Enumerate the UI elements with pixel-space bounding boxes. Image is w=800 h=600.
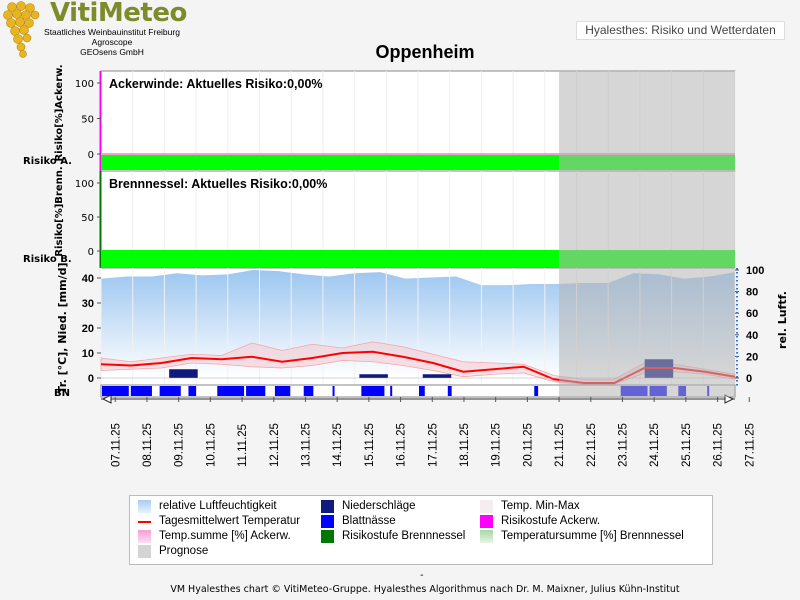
precipitation-bar [359,374,388,378]
y-tick-label: 0 [88,373,94,385]
risk-label-brennnessel: Risiko B. [23,254,72,265]
leaf-wetness-bar [188,386,197,396]
bn-label: BN [54,388,70,399]
leaf-wetness-bar [534,386,539,396]
legend: relative Luftfeuchtigkeit Niederschläge … [129,495,713,565]
y-axis-label-ackerwinde: Risiko[%]Ackerw. [54,64,65,161]
grapes-icon [3,1,40,58]
leaf-wetness-bar [130,386,152,396]
x-tick-label: 24.11.25 [649,423,661,467]
x-tick-label: 27.11.25 [744,423,756,467]
y-axis-label-right: rel. Luftf. [776,291,789,349]
leaf-wetness-bar [246,386,266,396]
x-tick-label: 11.11.25 [237,424,249,467]
x-tick-label: 12.11.25 [269,423,281,467]
y-tick-label-right: 20 [746,351,758,363]
prognose-overlay [559,71,735,397]
legend-label: Temperatursumme [%] Brennnessel [501,530,684,542]
y-tick-label: 50 [81,213,94,224]
x-tick-label: 19.11.25 [491,423,503,467]
y-tick-label: 30 [82,298,94,310]
footer-credit: VM Hyalesthes chart © VitiMeteo-Gruppe. … [170,584,680,595]
x-tick-label: 14.11.25 [332,423,344,467]
leaf-wetness-bar [419,386,425,396]
y-tick-label-right: 100 [746,265,764,277]
legend-label: Risikostufe Ackerw. [501,515,601,527]
legend-label: Niederschläge [342,500,416,512]
y-axis-label-left: Tr. [°C], Nied. [mm/d] [56,263,69,394]
x-tick-label: 16.11.25 [396,423,408,467]
humidity-swatch [138,500,151,513]
x-tick-label: 22.11.25 [586,423,598,467]
precipitation-bar [422,374,452,378]
leaf-wetness-bar [274,386,291,396]
scroll-left-icon [101,394,112,404]
x-tick-label: 08.11.25 [142,423,154,467]
risk-ackerwinde-swatch [480,515,493,528]
legend-label: Prognose [159,545,209,557]
x-tick-label: 07.11.25 [110,423,122,467]
logo-line-2: Agroscope [91,37,133,47]
y-tick-label: 40 [82,273,94,285]
leaf-wetness-bar [102,386,129,396]
precipitation-swatch [321,500,334,513]
leaf-wetness-bar [217,386,245,396]
x-tick-label: 10.11.25 [205,423,217,467]
legend-label: Tagesmittelwert Temperatur [159,515,301,527]
tempsum-brennnessel-swatch [480,530,493,543]
logo: VitiMeteo Staatliches Weinbauinstitut Fr… [2,0,187,60]
y-tick-label: 10 [82,348,94,360]
leaf-wetness-bar [159,386,181,396]
legend-label: Temp. Min-Max [501,500,580,512]
y-axis-label-brennnessel: Risiko[%]Brenn. [54,166,65,256]
x-tick-label: 09.11.25 [174,423,186,467]
risk-brennnessel-swatch [321,530,334,543]
y-tick-label: 50 [81,115,94,126]
y-tick-label: 20 [82,323,94,335]
leaf-wetness-swatch [321,515,334,528]
x-tick-label: 21.11.25 [554,423,566,467]
x-tick-label: 26.11.25 [713,423,725,467]
panel-title-brennnessel: Brennnessel: Aktuelles Risiko:0,00% [109,177,327,191]
x-tick-label: 13.11.25 [300,423,312,467]
legend-label: Temp.summe [%] Ackerw. [159,530,291,542]
y-tick-label: 0 [88,247,94,258]
y-tick-label-right: 60 [746,308,758,320]
x-tick-label: 23.11.25 [617,423,629,467]
legend-label: Risikostufe Brennnessel [342,530,466,542]
panel-title-ackerwinde: Ackerwinde: Aktuelles Risiko:0,00% [109,77,323,91]
tempsum-ackerwinde-swatch [138,530,151,543]
logo-line-1: Staatliches Weinbauinstitut Freiburg [44,27,180,37]
leaf-wetness-bar [332,386,335,396]
leaf-wetness-bar [361,386,385,396]
legend-label: Blattnässe [342,515,396,527]
y-tick-label-right: 80 [746,287,758,299]
x-tick-label: 15.11.25 [364,423,376,467]
x-tick-label: 17.11.25 [427,423,439,467]
y-tick-label: 100 [75,79,94,90]
chart-header-box: Hyalesthes: Risiko und Wetterdaten [576,21,785,40]
temp-line-swatch [138,521,151,523]
precipitation-bar [169,369,198,378]
chart-title: Oppenheim [375,42,475,62]
y-tick-label-right: 40 [746,330,758,342]
footer-dash: - [420,570,424,581]
x-tick-label: 25.11.25 [681,423,693,467]
y-tick-label-right: 0 [746,373,752,385]
leaf-wetness-bar [390,386,393,396]
leaf-wetness-bar [303,386,314,396]
logo-title: VitiMeteo [50,0,187,28]
legend-label: relative Luftfeuchtigkeit [159,500,277,512]
logo-line-3: GEOsens GmbH [80,47,144,57]
y-tick-label: 0 [88,150,94,161]
risk-label-ackerwinde: Risiko A. [23,156,72,167]
x-tick-label: 20.11.25 [522,423,534,467]
y-tick-label: 100 [75,179,94,190]
x-tick-label: 18.11.25 [459,423,471,467]
temp-range-swatch [480,500,493,513]
prognose-swatch [138,545,151,558]
leaf-wetness-bar [447,386,452,396]
